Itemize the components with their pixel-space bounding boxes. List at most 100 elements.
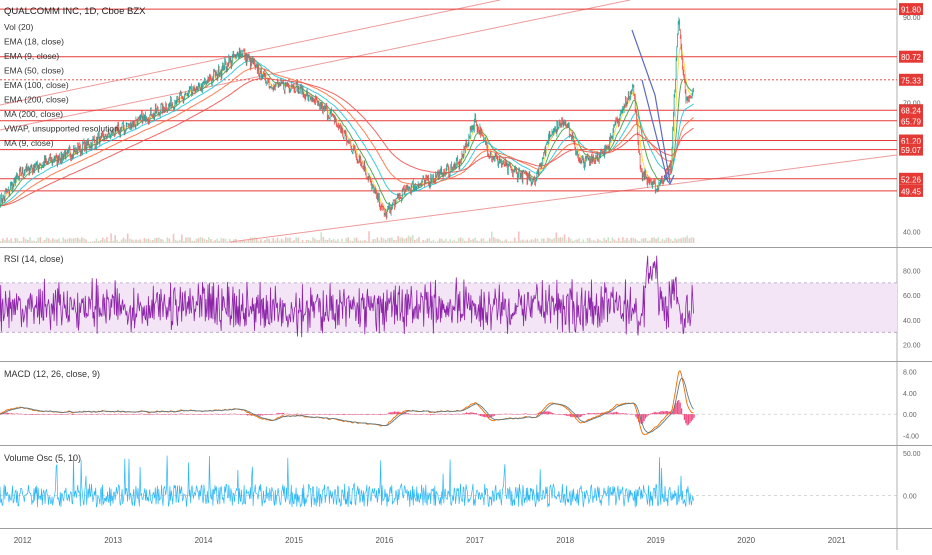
vol-layer xyxy=(0,455,897,508)
macd-histogram-bar xyxy=(636,414,638,419)
volume-bar xyxy=(505,239,508,243)
macd-histogram-bar xyxy=(95,414,97,415)
macd-histogram-bar xyxy=(113,414,115,415)
volume-bar xyxy=(14,238,17,243)
macd-histogram-bar xyxy=(216,413,218,415)
volume-bar xyxy=(253,237,256,243)
macd-histogram-bar xyxy=(77,413,79,415)
volume-bar xyxy=(35,241,37,243)
macd-histogram-bar xyxy=(92,414,95,415)
macd-pane-label: MACD (12, 26, close, 9) xyxy=(4,369,100,379)
macd-histogram-bar xyxy=(267,414,269,415)
volume-bar xyxy=(547,237,549,243)
trendline xyxy=(0,0,501,106)
volume-bar xyxy=(206,239,208,243)
volume-bar xyxy=(101,237,104,243)
volume-bar xyxy=(87,241,89,243)
price-level-tag xyxy=(899,134,923,147)
macd-histogram-bar xyxy=(517,414,519,415)
macd-histogram-bar xyxy=(357,414,359,415)
macd-histogram-bar xyxy=(26,414,28,415)
volume-bar xyxy=(301,239,304,243)
macd-histogram-bar xyxy=(217,414,219,415)
volume-bar xyxy=(387,238,389,243)
macd-histogram-bar xyxy=(534,414,536,415)
macd-histogram-bar xyxy=(294,414,296,415)
macd-histogram-bar xyxy=(493,414,495,416)
macd-histogram-bar xyxy=(567,414,569,416)
macd-histogram-bar xyxy=(155,413,157,415)
macd-histogram-bar xyxy=(374,414,376,415)
volume-bar xyxy=(299,241,302,243)
price-level-label: 75.33 xyxy=(901,76,922,85)
macd-histogram-bar xyxy=(130,414,132,415)
macd-histogram-bar xyxy=(650,413,652,415)
macd-histogram-bar xyxy=(83,413,85,415)
macd-histogram-bar xyxy=(5,412,7,415)
macd-histogram-bar xyxy=(25,414,27,415)
macd-histogram-bar xyxy=(73,414,75,415)
volume-bar xyxy=(149,240,152,243)
macd-histogram-bar xyxy=(589,413,591,415)
volume-bar xyxy=(551,239,553,243)
volume-bar xyxy=(226,241,229,243)
macd-histogram-bar xyxy=(349,414,351,415)
volume-bar xyxy=(553,238,555,243)
macd-histogram-bar xyxy=(330,414,332,415)
macd-histogram-bar xyxy=(360,414,362,415)
moving-average-line xyxy=(0,55,694,207)
macd-histogram-bar xyxy=(500,413,502,415)
volume-bar xyxy=(376,237,379,243)
volume-bar xyxy=(570,238,572,243)
macd-histogram-bar xyxy=(327,414,329,415)
macd-histogram-bar xyxy=(152,414,154,415)
volume-bar xyxy=(353,237,356,243)
macd-histogram-bar xyxy=(209,413,211,415)
macd-histogram-bar xyxy=(392,411,394,415)
volume-bar xyxy=(622,237,624,243)
macd-histogram-bar xyxy=(74,414,77,415)
volume-bar xyxy=(451,241,454,243)
macd-histogram-bar xyxy=(332,414,335,415)
macd-histogram-bar xyxy=(442,414,444,415)
volume-bar xyxy=(491,231,493,243)
macd-histogram-bar xyxy=(681,408,683,415)
volume-bar xyxy=(499,239,501,243)
macd-line xyxy=(0,370,694,436)
macd-histogram-bar xyxy=(368,414,371,415)
macd-histogram-bar xyxy=(492,414,494,417)
volume-bar xyxy=(590,240,593,243)
macd-histogram-bar xyxy=(597,413,599,415)
macd-histogram-bar xyxy=(109,414,111,415)
macd-histogram-bar xyxy=(289,414,292,415)
volume-bar xyxy=(391,237,393,243)
volume-bar xyxy=(636,240,639,243)
main-layer: Vol (20) EMA (18, close) EMA (9, close) EMA… xyxy=(0,0,898,243)
volume-bar xyxy=(255,238,258,243)
indicator-label: MA (200, close) xyxy=(4,109,63,119)
macd-histogram-bar xyxy=(288,413,290,415)
volume-bar xyxy=(156,237,158,243)
volume-bar xyxy=(484,241,487,243)
macd-histogram-bar xyxy=(378,414,380,415)
volume-bar xyxy=(549,238,551,243)
macd-histogram-bar xyxy=(431,414,433,415)
macd-histogram-bar xyxy=(105,414,107,415)
macd-histogram-bar xyxy=(198,414,200,415)
volume-bar xyxy=(563,234,566,243)
volume-bar xyxy=(665,237,668,243)
macd-histogram-bar xyxy=(202,414,204,415)
volume-bar xyxy=(282,240,285,243)
macd-layer xyxy=(0,370,897,436)
volume-bar xyxy=(143,238,146,243)
volume-bar xyxy=(628,240,630,243)
macd-histogram-bar xyxy=(19,413,21,415)
macd-histogram-bar xyxy=(18,413,20,415)
macd-histogram-bar xyxy=(235,414,237,415)
macd-histogram-bar xyxy=(654,411,656,415)
volume-bar xyxy=(47,238,50,243)
volume-bar xyxy=(185,237,187,243)
macd-histogram-bar xyxy=(40,414,42,415)
volume-bar xyxy=(122,237,125,243)
volume-bar xyxy=(305,239,308,243)
